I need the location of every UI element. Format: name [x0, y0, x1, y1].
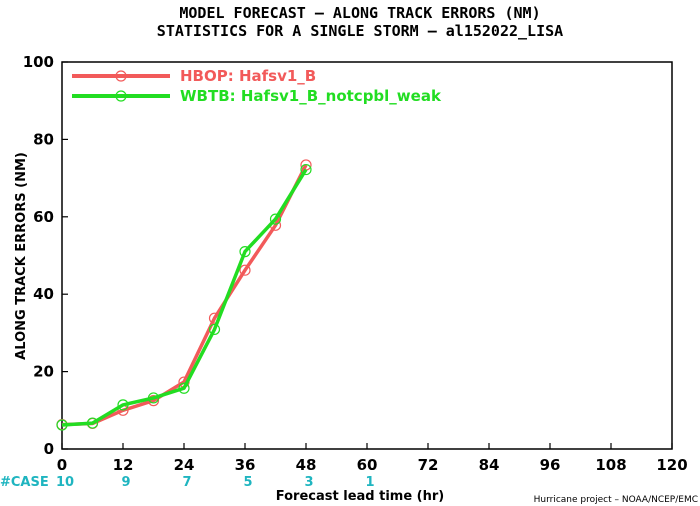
legend-label: HBOP: Hafsv1_B	[180, 67, 316, 85]
case-count: 7	[182, 475, 191, 490]
series-layer	[56, 159, 312, 431]
case-count-label: #CASE	[0, 475, 49, 490]
data-point	[178, 382, 190, 394]
chart-title: MODEL FORECAST – ALONG TRACK ERRORS (NM)	[179, 4, 540, 22]
y-tick-label: 80	[33, 130, 54, 148]
axes: 0 12 24 36 48 60 72 84 96 108 120 0 20 40 60 80 100 #CASE…	[0, 53, 688, 490]
x-tick-label: 36	[235, 456, 256, 474]
y-tick-label: 60	[33, 208, 54, 226]
y-tick-label: 40	[33, 285, 54, 303]
plot-frame	[61, 61, 673, 450]
y-tick-label: 100	[23, 53, 54, 71]
x-tick-label: 0	[57, 456, 67, 474]
data-point	[239, 264, 251, 276]
case-count: 10	[56, 475, 74, 490]
data-point	[208, 323, 221, 336]
x-tick-label: 72	[418, 456, 439, 474]
x-tick-label: 48	[296, 456, 317, 474]
data-point	[56, 419, 68, 431]
credit-text: Hurricane project – NOAA/NCEP/EMC	[534, 495, 698, 505]
legend-marker	[115, 70, 127, 82]
data-point	[147, 392, 160, 404]
data-point	[269, 213, 282, 225]
series-line	[61, 164, 308, 427]
chart-subtitle: STATISTICS FOR A SINGLE STORM – al152022…	[157, 22, 563, 40]
case-count: 1	[365, 475, 374, 490]
x-tick-label: 120	[656, 456, 687, 474]
data-point	[117, 399, 129, 411]
case-count: 5	[243, 475, 252, 490]
legend: HBOP: Hafsv1_B WBTB: Hafsv1_B_notcpbl_wea…	[72, 67, 442, 105]
x-tick-label: 96	[540, 456, 561, 474]
case-count: 3	[304, 475, 313, 490]
case-count: 9	[121, 475, 130, 490]
y-tick-label: 20	[33, 363, 54, 381]
x-tick-label: 24	[174, 456, 195, 474]
data-point	[239, 246, 251, 258]
x-axis-label: Forecast lead time (hr)	[276, 489, 444, 504]
series-line	[61, 168, 308, 427]
x-tick-label: 60	[357, 456, 378, 474]
data-point	[86, 417, 99, 429]
x-tick-label: 12	[113, 456, 134, 474]
y-tick-label: 0	[44, 440, 54, 458]
legend-label: WBTB: Hafsv1_B_notcpbl_weak	[180, 87, 442, 105]
x-tick-label: 84	[479, 456, 500, 474]
data-point	[300, 163, 312, 176]
x-tick-label: 108	[595, 456, 626, 474]
series-1	[56, 163, 312, 431]
y-axis-label: ALONG TRACK ERRORS (NM)	[14, 152, 29, 360]
legend-marker	[115, 90, 127, 102]
